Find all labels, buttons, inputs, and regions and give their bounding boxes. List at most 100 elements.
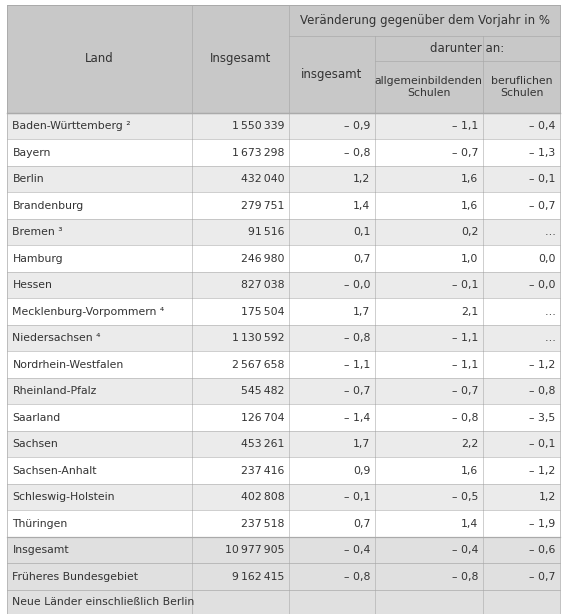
Text: Brandenburg: Brandenburg xyxy=(12,201,84,211)
Text: Land: Land xyxy=(85,52,114,66)
Bar xyxy=(7,431,560,457)
Text: Sachsen: Sachsen xyxy=(12,439,58,449)
Text: – 0,5: – 0,5 xyxy=(452,492,478,502)
Text: 91 516: 91 516 xyxy=(248,227,285,237)
Text: – 0,1: – 0,1 xyxy=(529,439,556,449)
Text: Sachsen-Anhalt: Sachsen-Anhalt xyxy=(12,465,97,476)
Text: …: … xyxy=(545,333,556,343)
Text: – 0,8: – 0,8 xyxy=(452,572,478,581)
Text: – 0,8: – 0,8 xyxy=(529,386,556,396)
Text: Hessen: Hessen xyxy=(12,280,52,290)
Bar xyxy=(7,166,560,192)
Text: – 0,9: – 0,9 xyxy=(344,121,370,131)
Text: 0,1: 0,1 xyxy=(353,227,370,237)
Text: Niedersachsen ⁴: Niedersachsen ⁴ xyxy=(12,333,101,343)
Bar xyxy=(7,564,560,590)
Text: – 0,0: – 0,0 xyxy=(344,280,370,290)
Text: – 0,8: – 0,8 xyxy=(452,413,478,422)
Bar xyxy=(7,405,560,431)
Text: – 0,8: – 0,8 xyxy=(344,333,370,343)
Text: – 1,2: – 1,2 xyxy=(530,360,556,370)
Text: – 1,9: – 1,9 xyxy=(530,519,556,529)
Text: 0,9: 0,9 xyxy=(353,465,370,476)
Text: 2,2: 2,2 xyxy=(461,439,478,449)
Bar xyxy=(7,325,560,351)
Text: Früheres Bundesgebiet: Früheres Bundesgebiet xyxy=(12,572,138,581)
Text: Hamburg: Hamburg xyxy=(12,254,63,263)
Text: – 0,7: – 0,7 xyxy=(452,386,478,396)
Text: – 1,1: – 1,1 xyxy=(344,360,370,370)
Bar xyxy=(7,113,560,139)
Text: 1,0: 1,0 xyxy=(461,254,478,263)
Text: 10 977 905: 10 977 905 xyxy=(225,545,285,555)
Text: 279 751: 279 751 xyxy=(241,201,285,211)
Bar xyxy=(7,298,560,325)
Text: Berlin: Berlin xyxy=(12,174,44,184)
Text: – 3,5: – 3,5 xyxy=(530,413,556,422)
Text: – 0,7: – 0,7 xyxy=(452,147,478,158)
Text: – 0,7: – 0,7 xyxy=(344,386,370,396)
Text: 1,6: 1,6 xyxy=(461,174,478,184)
Text: – 0,8: – 0,8 xyxy=(344,572,370,581)
Text: 2 567 658: 2 567 658 xyxy=(232,360,285,370)
Text: – 1,1: – 1,1 xyxy=(452,360,478,370)
Text: 246 980: 246 980 xyxy=(241,254,285,263)
Bar xyxy=(7,590,560,614)
Text: 545 482: 545 482 xyxy=(241,386,285,396)
Text: – 1,1: – 1,1 xyxy=(452,333,478,343)
Text: 237 416: 237 416 xyxy=(241,465,285,476)
Text: 1,2: 1,2 xyxy=(539,492,556,502)
Text: – 1,3: – 1,3 xyxy=(530,147,556,158)
Text: 1,6: 1,6 xyxy=(461,201,478,211)
Text: – 0,4: – 0,4 xyxy=(344,545,370,555)
Bar xyxy=(7,378,560,405)
Text: Nordrhein-Westfalen: Nordrhein-Westfalen xyxy=(12,360,124,370)
Text: 1 673 298: 1 673 298 xyxy=(232,147,285,158)
Text: darunter an:: darunter an: xyxy=(430,42,505,55)
Text: Insgesamt: Insgesamt xyxy=(12,545,69,555)
Text: 9 162 415: 9 162 415 xyxy=(232,572,285,581)
Bar xyxy=(7,219,560,246)
Text: 1 550 339: 1 550 339 xyxy=(232,121,285,131)
Text: 1,2: 1,2 xyxy=(353,174,370,184)
Text: – 1,2: – 1,2 xyxy=(530,465,556,476)
Text: 1 130 592: 1 130 592 xyxy=(232,333,285,343)
Text: – 0,1: – 0,1 xyxy=(452,280,478,290)
Text: 1,6: 1,6 xyxy=(461,465,478,476)
Text: – 1,1: – 1,1 xyxy=(452,121,478,131)
Bar xyxy=(7,457,560,484)
Text: 2,1: 2,1 xyxy=(461,306,478,317)
Bar xyxy=(7,246,560,272)
Bar xyxy=(7,272,560,298)
Text: 126 704: 126 704 xyxy=(241,413,285,422)
Text: – 0,0: – 0,0 xyxy=(529,280,556,290)
Text: 453 261: 453 261 xyxy=(241,439,285,449)
Bar xyxy=(7,139,560,166)
Text: Schleswig-Holstein: Schleswig-Holstein xyxy=(12,492,115,502)
Text: – 0,8: – 0,8 xyxy=(344,147,370,158)
Text: insgesamt: insgesamt xyxy=(301,68,363,81)
Text: Mecklenburg-Vorpommern ⁴: Mecklenburg-Vorpommern ⁴ xyxy=(12,306,165,317)
Text: Saarland: Saarland xyxy=(12,413,61,422)
Bar xyxy=(7,510,560,537)
Text: 237 518: 237 518 xyxy=(241,519,285,529)
Bar xyxy=(7,351,560,378)
Text: 0,7: 0,7 xyxy=(353,254,370,263)
Text: 402 808: 402 808 xyxy=(241,492,285,502)
Text: 1,4: 1,4 xyxy=(461,519,478,529)
Text: – 0,6: – 0,6 xyxy=(529,545,556,555)
Text: Veränderung gegenüber dem Vorjahr in %: Veränderung gegenüber dem Vorjahr in % xyxy=(299,14,549,27)
Text: 0,7: 0,7 xyxy=(353,519,370,529)
Text: 0,2: 0,2 xyxy=(461,227,478,237)
Text: – 0,4: – 0,4 xyxy=(452,545,478,555)
Text: beruflichen
Schulen: beruflichen Schulen xyxy=(490,76,552,98)
Bar xyxy=(7,537,560,564)
Text: – 0,1: – 0,1 xyxy=(529,174,556,184)
Text: 827 038: 827 038 xyxy=(241,280,285,290)
Text: 432 040: 432 040 xyxy=(241,174,285,184)
Text: – 0,4: – 0,4 xyxy=(529,121,556,131)
Text: allgemeinbildenden
Schulen: allgemeinbildenden Schulen xyxy=(375,76,483,98)
Text: Baden-Württemberg ²: Baden-Württemberg ² xyxy=(12,121,131,131)
Text: 0,0: 0,0 xyxy=(538,254,556,263)
Text: 1,7: 1,7 xyxy=(353,439,370,449)
